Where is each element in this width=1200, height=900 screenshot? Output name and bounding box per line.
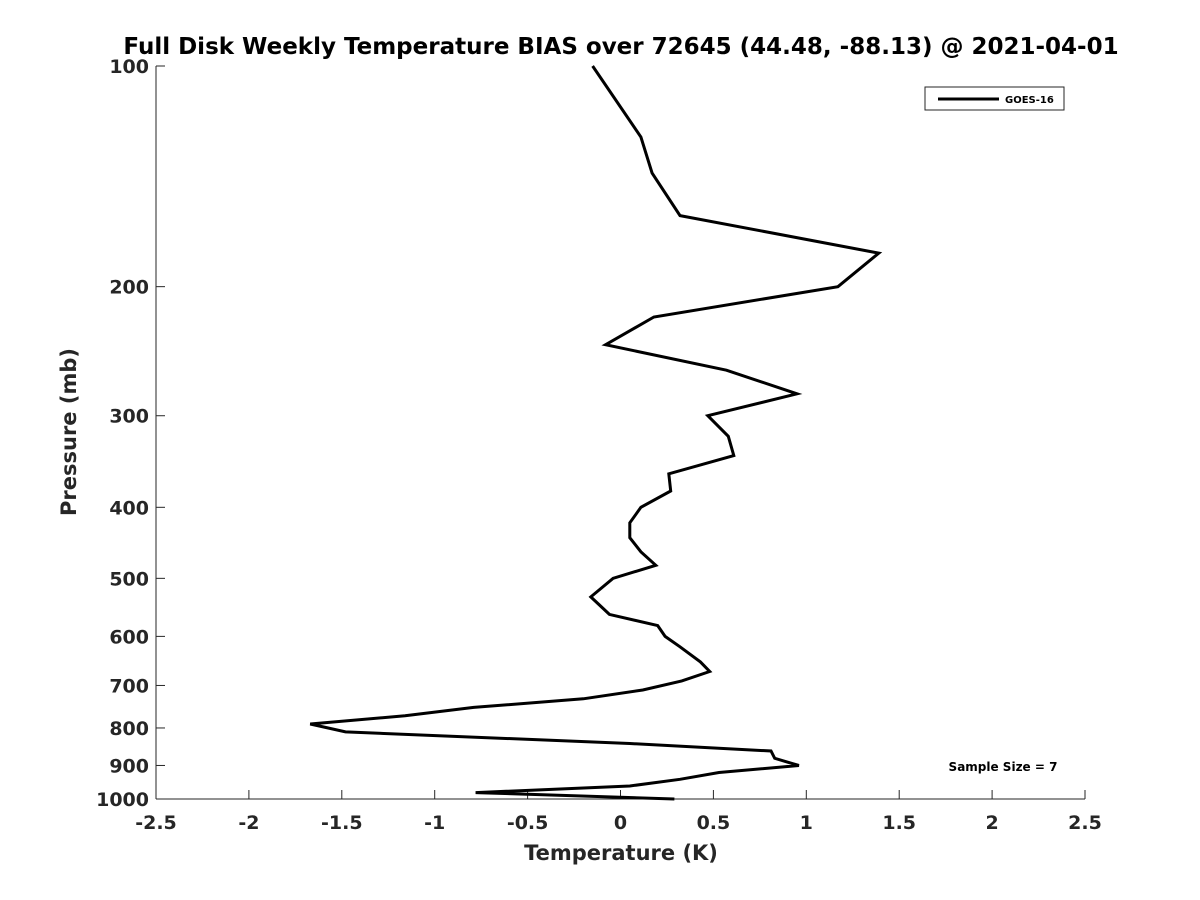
chart-title: Full Disk Weekly Temperature BIAS over 7… [123, 34, 1118, 60]
x-tick-label: 0 [614, 812, 627, 834]
x-tick-label: 2.5 [1068, 812, 1102, 834]
y-tick-label: 800 [109, 718, 149, 740]
y-tick-label: 900 [109, 755, 149, 777]
y-tick-label: 100 [109, 56, 149, 78]
plot-axes [155, 66, 1085, 800]
x-tick-label: -0.5 [507, 812, 549, 834]
y-tick-label: 200 [109, 277, 149, 299]
x-ticks: -2.5 -2 -1.5 -1 -0.5 0 0.5 1 1.5 2 2.5 [135, 790, 1102, 834]
x-tick-label: -2 [238, 812, 259, 834]
series-line-goes-16 [309, 65, 883, 801]
x-axis-label: Temperature (K) [524, 841, 718, 865]
y-tick-label: 600 [109, 626, 149, 648]
y-tick-label: 300 [109, 406, 149, 428]
y-ticks: 100 200 300 400 500 600 700 800 900 1000 [96, 56, 165, 811]
x-tick-label: -1 [424, 812, 445, 834]
y-tick-label: 400 [109, 497, 149, 519]
y-axis-label: Pressure (mb) [57, 348, 81, 516]
legend: GOES-16 [924, 86, 1065, 111]
sample-size-annotation: Sample Size = 7 [949, 760, 1058, 774]
y-tick-label: 700 [109, 675, 149, 697]
legend-label-goes-16: GOES-16 [1005, 95, 1054, 106]
x-tick-label: 2 [985, 812, 998, 834]
x-tick-label: 0.5 [697, 812, 731, 834]
x-tick-label: 1.5 [882, 812, 916, 834]
x-tick-label: 1 [800, 812, 813, 834]
x-tick-label: -1.5 [321, 812, 363, 834]
x-tick-label: -2.5 [135, 812, 177, 834]
y-tick-label: 1000 [96, 789, 149, 811]
y-tick-label: 500 [109, 568, 149, 590]
